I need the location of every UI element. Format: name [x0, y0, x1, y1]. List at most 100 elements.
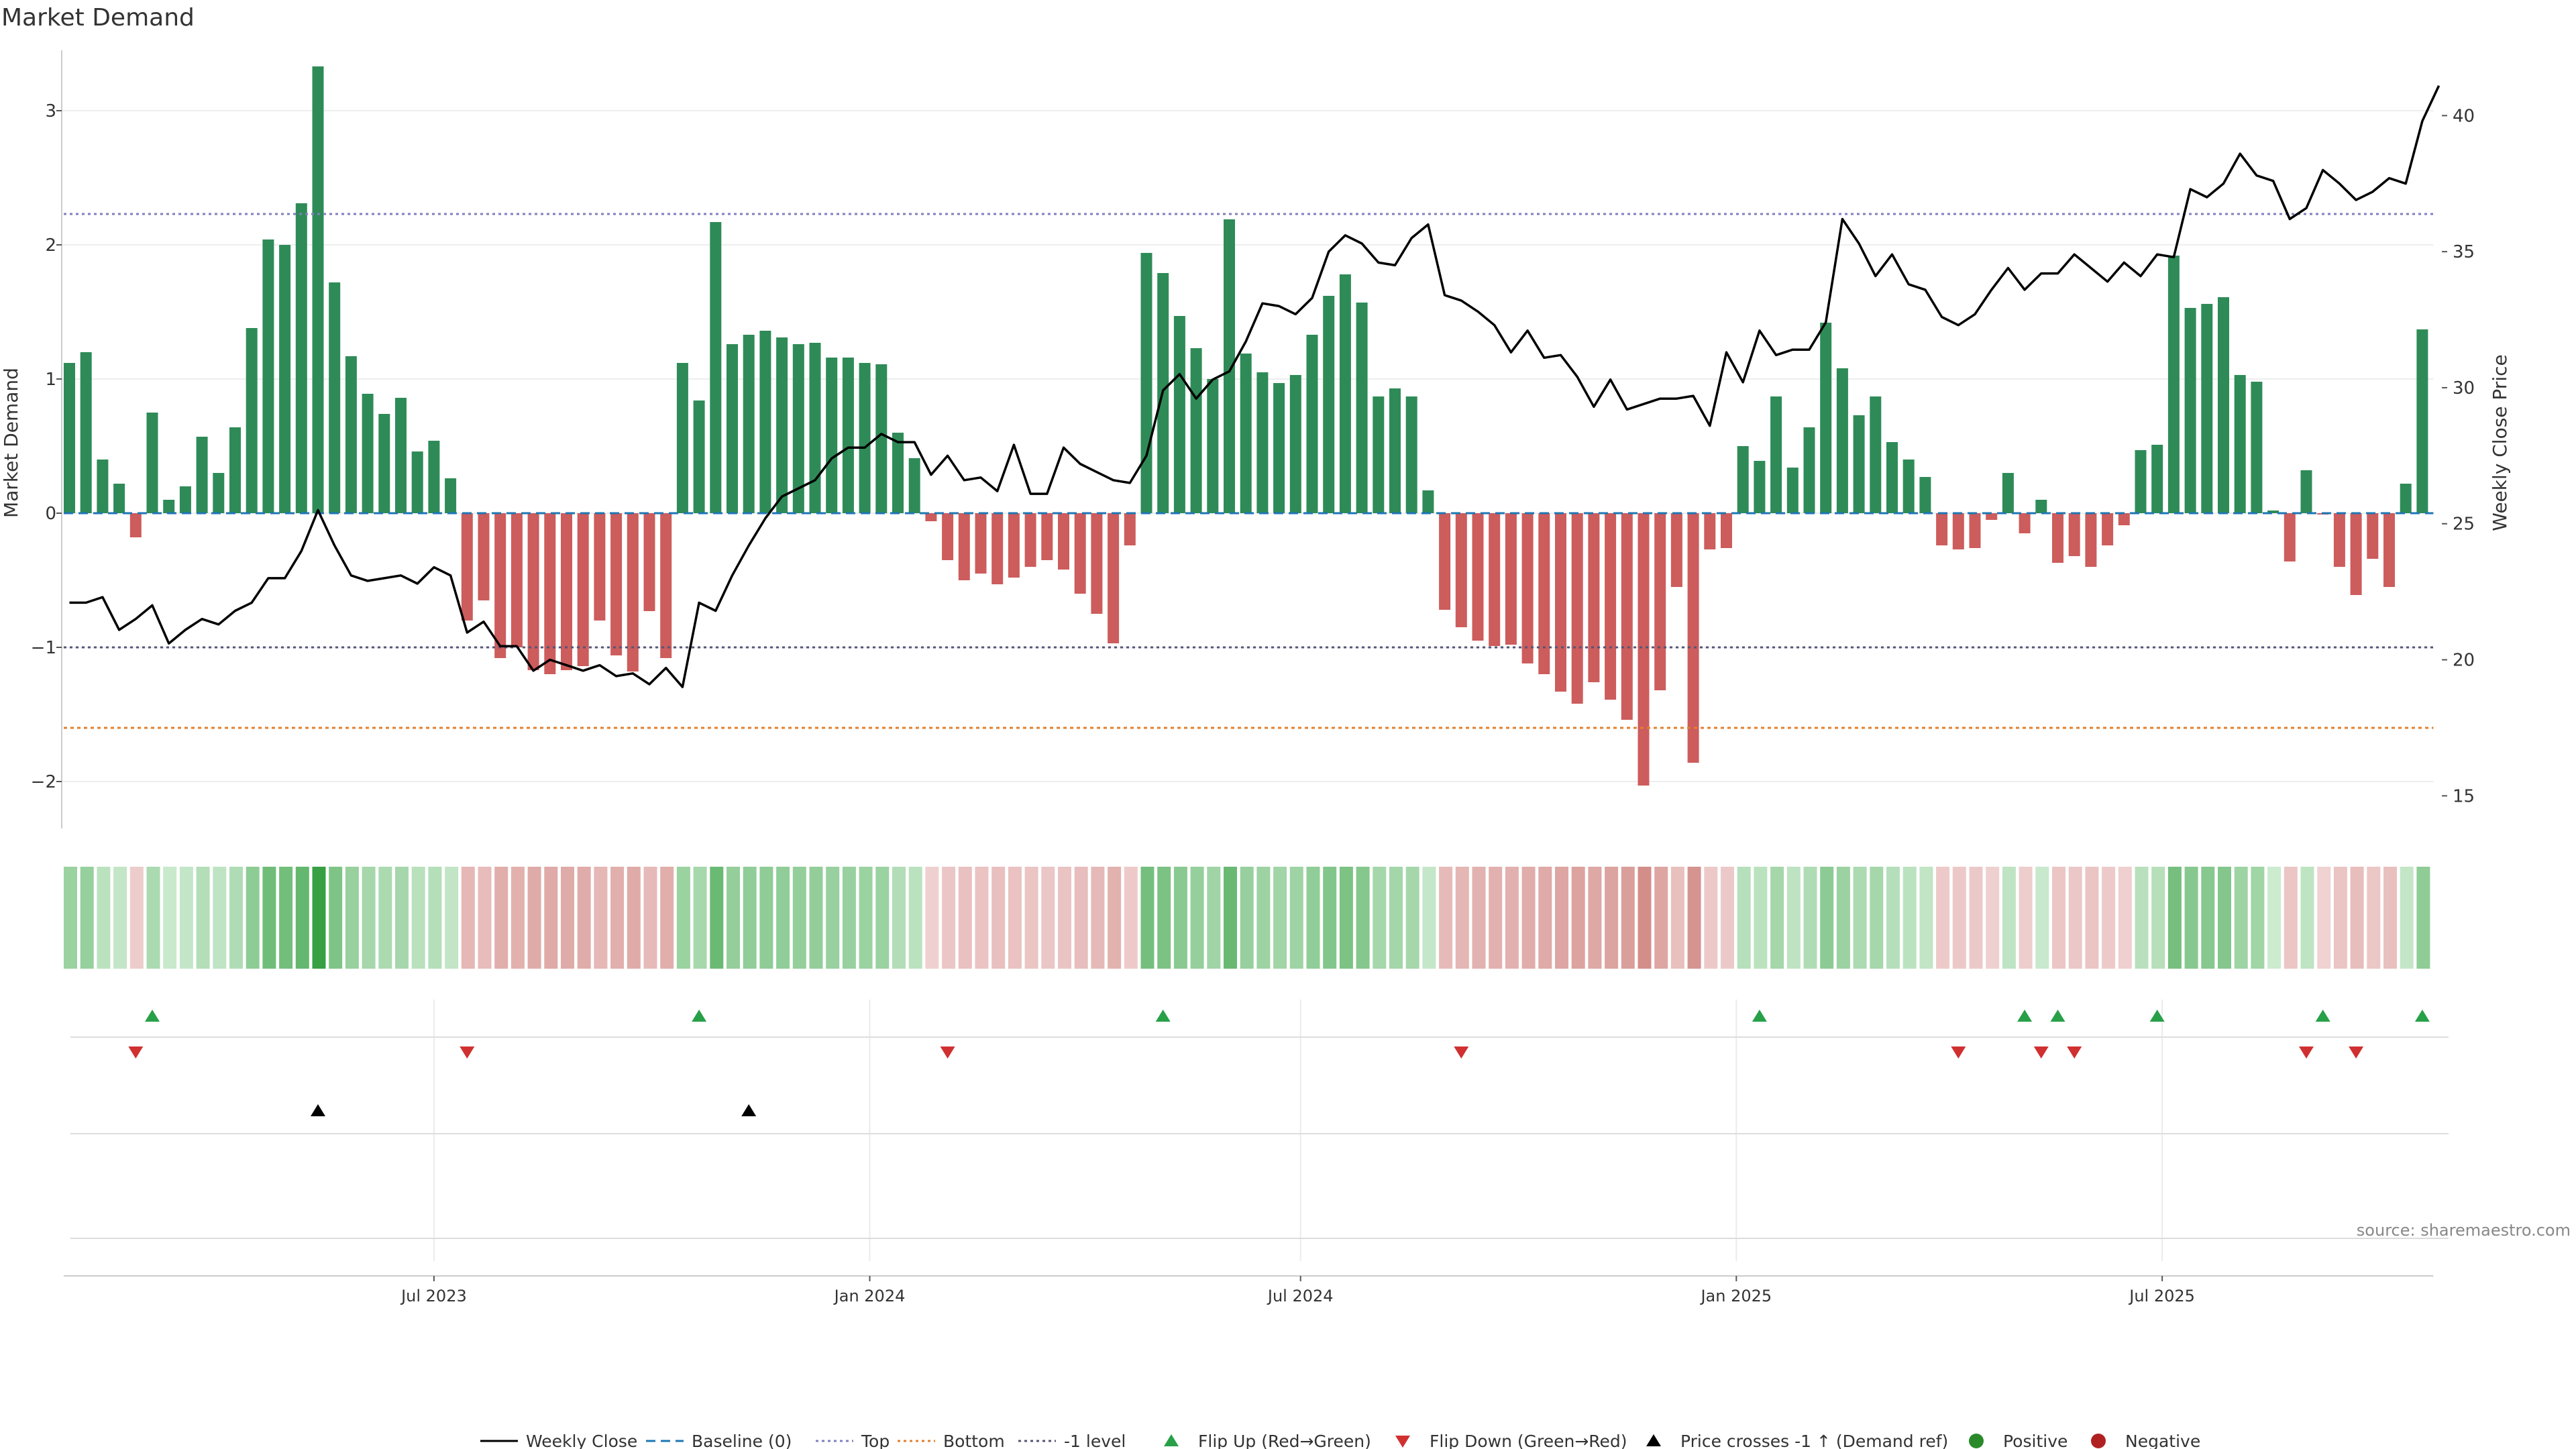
heat-cell: [1389, 867, 1403, 969]
heat-cell: [1323, 867, 1337, 969]
flip-up-marker: [145, 1010, 160, 1022]
demand-heat-strip: [64, 867, 2430, 969]
heat-cell: [329, 867, 343, 969]
demand-bar: [2184, 308, 2196, 513]
demand-bar: [577, 513, 589, 666]
heat-cell: [146, 867, 160, 969]
heat-cell: [826, 867, 840, 969]
heat-cell: [1091, 867, 1105, 969]
demand-bar: [1588, 513, 1600, 682]
demand-bar: [2251, 382, 2263, 513]
demand-bar: [1224, 219, 1235, 513]
demand-bar: [1108, 513, 1120, 643]
heat-cell: [2002, 867, 2016, 969]
demand-bar: [445, 478, 457, 513]
demand-bar: [1521, 513, 1534, 663]
heat-cell: [1207, 867, 1221, 969]
left-tick-label: −1: [31, 638, 56, 658]
heat-cell: [1108, 867, 1122, 969]
heat-cell: [743, 867, 757, 969]
heat-cell: [2416, 867, 2430, 969]
heat-cell: [1157, 867, 1171, 969]
legend: Weekly Close Baseline (0) Top Bottom -1 leve…: [480, 1432, 2200, 1449]
heat-cell: [776, 867, 790, 969]
demand-bar: [1389, 388, 1401, 513]
demand-bar: [1737, 446, 1749, 513]
heat-cell: [1986, 867, 2000, 969]
heat-cell: [1455, 867, 1469, 969]
demand-bar: [395, 398, 407, 513]
demand-bar: [80, 352, 92, 513]
flip-up-marker: [2414, 1010, 2430, 1022]
right-tick-label: 20: [2453, 651, 2475, 671]
demand-bar: [1870, 396, 1882, 513]
demand-bar: [1986, 513, 1998, 520]
heat-cell: [1339, 867, 1353, 969]
heat-cell: [2201, 867, 2215, 969]
heat-cell: [1356, 867, 1370, 969]
heat-cell: [2068, 867, 2082, 969]
demand-bar: [1074, 513, 1086, 594]
heat-cell: [1240, 867, 1254, 969]
legend-swatch-circle: [1969, 1434, 1984, 1448]
right-tick-label: 40: [2453, 106, 2475, 126]
demand-bar: [2019, 513, 2031, 533]
demand-bar: [1538, 513, 1550, 674]
weekly-close-line: [69, 85, 2440, 688]
heat-cell: [312, 867, 326, 969]
heat-cell: [627, 867, 641, 969]
demand-bar: [1786, 468, 1799, 513]
demand-bar: [378, 414, 390, 513]
heat-cell: [1704, 867, 1718, 969]
heat-cell: [1670, 867, 1684, 969]
flip-down-marker: [2299, 1046, 2314, 1059]
heat-cell: [395, 867, 409, 969]
heat-cell: [2151, 867, 2165, 969]
demand-bar: [676, 363, 688, 513]
heat-cell: [1074, 867, 1088, 969]
legend-label: -1 level: [1064, 1432, 1126, 1449]
price-cross-marker: [311, 1104, 325, 1116]
demand-bar: [561, 513, 572, 670]
heat-cell: [1687, 867, 1701, 969]
heat-cell: [2019, 867, 2033, 969]
demand-bar: [312, 66, 324, 513]
heat-cell: [2267, 867, 2282, 969]
demand-bar: [792, 344, 804, 513]
demand-bar: [1704, 513, 1716, 549]
heat-cell: [2035, 867, 2049, 969]
demand-bar: [859, 363, 871, 513]
demand-bar: [1836, 368, 1848, 513]
flip-up-marker: [2315, 1010, 2330, 1022]
heat-cell: [676, 867, 690, 969]
price-cross-marker: [741, 1104, 757, 1116]
legend-item: Price crosses -1 ↑ (Demand ref): [1646, 1432, 1948, 1449]
left-tick-label: 2: [45, 235, 56, 256]
heat-cell: [494, 867, 508, 969]
demand-bar: [1853, 415, 1865, 513]
heat-cell: [1505, 867, 1519, 969]
heat-cell: [2284, 867, 2298, 969]
demand-bar: [1240, 354, 1252, 513]
demand-bar: [1323, 296, 1335, 513]
demand-bar: [1405, 396, 1417, 513]
flip-down-marker: [940, 1046, 955, 1059]
heat-cell: [2218, 867, 2231, 969]
demand-bar: [279, 245, 291, 513]
heat-cell: [1140, 867, 1155, 969]
heat-cell: [1521, 867, 1536, 969]
demand-bar: [2052, 513, 2063, 563]
axes: 3 2 1 0 −1 −2 40 35 30 25 20 15 Jul 2023 Jan 2024 Jul …: [31, 50, 2475, 1305]
heat-cell: [213, 867, 227, 969]
heat-cell: [378, 867, 392, 969]
legend-item: Bottom: [898, 1432, 1005, 1449]
demand-bar: [1505, 513, 1517, 645]
heat-cell: [80, 867, 94, 969]
demand-bar: [1306, 335, 1318, 513]
legend-item: Baseline (0): [646, 1432, 792, 1449]
heat-cell: [345, 867, 359, 969]
demand-bar: [2167, 256, 2180, 513]
heat-cell: [129, 867, 144, 969]
demand-bar: [1091, 513, 1103, 614]
demand-bar: [2035, 500, 2047, 513]
